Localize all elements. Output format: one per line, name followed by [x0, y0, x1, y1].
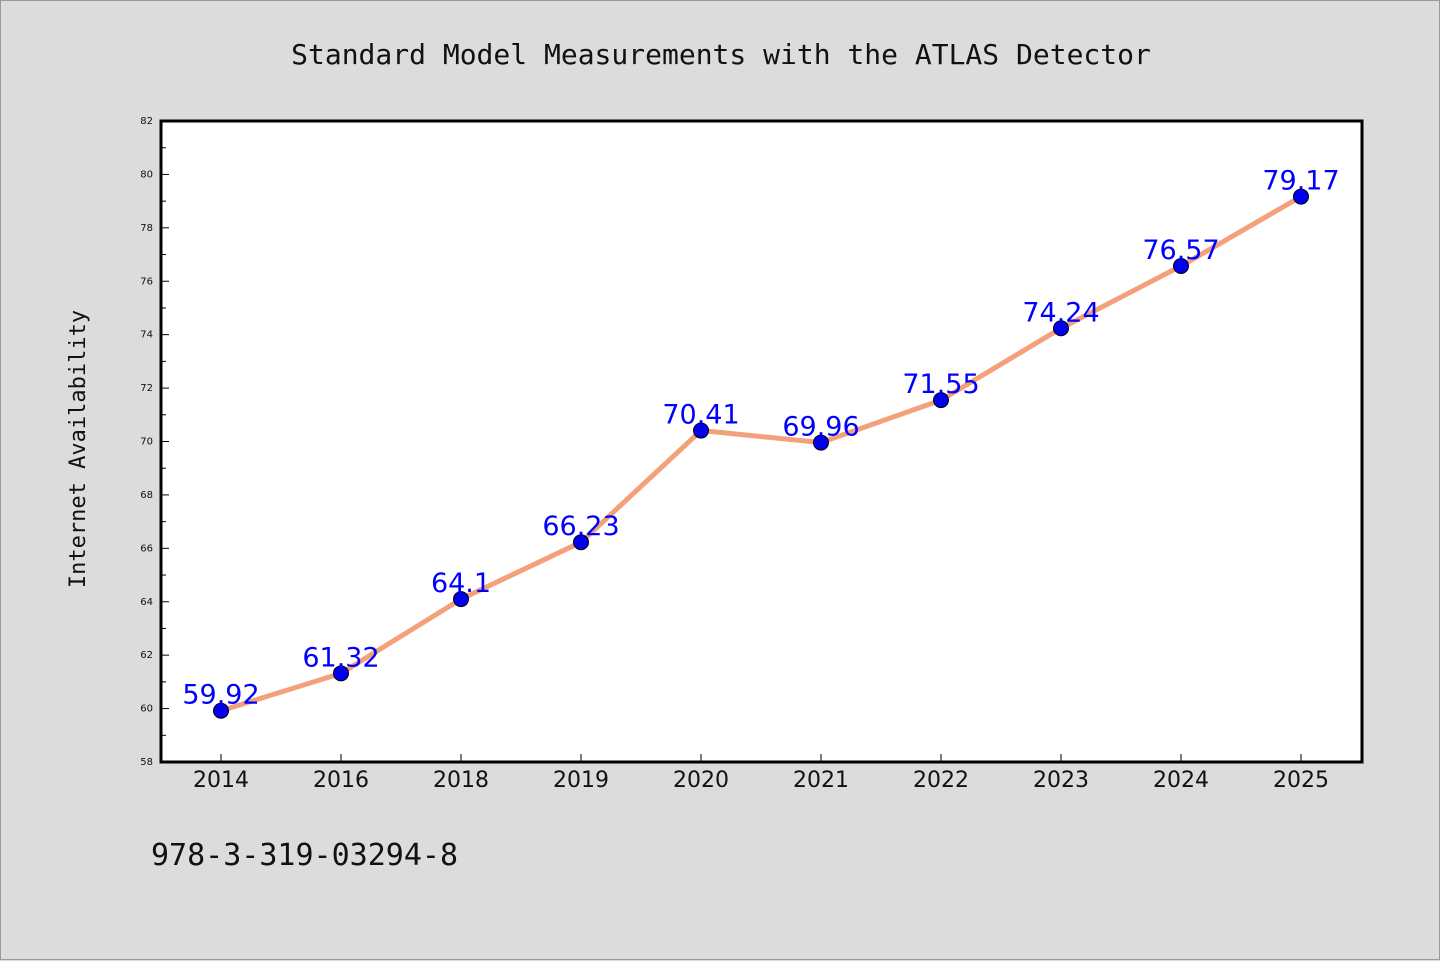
y-tick-label: 62 [140, 650, 153, 661]
y-tick-label: 64 [140, 597, 153, 608]
x-tick-label: 2018 [433, 768, 489, 793]
x-tick-label: 2024 [1153, 768, 1209, 793]
y-tick-label: 74 [140, 330, 153, 341]
series-layer: 59.92 61.32 64.1 66.23 70.41 69.96 71.55 74.24 7… [182, 166, 1340, 719]
x-tick-label: 2014 [193, 768, 249, 793]
x-tick-label: 2021 [793, 768, 849, 793]
data-label: 71.55 [902, 369, 979, 400]
x-tick-label: 2023 [1033, 768, 1089, 793]
isbn-text: 978-3-319-03294-8 [151, 838, 458, 873]
data-point [453, 591, 469, 608]
data-label: 74.24 [1022, 297, 1099, 328]
y-tick-label: 76 [140, 276, 153, 287]
data-point [1293, 188, 1309, 205]
y-tick-label: 82 [140, 116, 153, 127]
chart-title: Standard Model Measurements with the ATL… [291, 38, 1151, 71]
y-tick-label: 70 [140, 437, 153, 448]
data-point [693, 422, 709, 439]
data-label: 66.23 [542, 511, 619, 542]
data-label: 70.41 [662, 400, 739, 431]
data-label: 79.17 [1262, 166, 1339, 197]
y-tick-label: 60 [140, 704, 153, 715]
data-label: 69.96 [782, 412, 859, 443]
data-label: 59.92 [182, 680, 259, 711]
x-tick-label: 2019 [553, 768, 609, 793]
data-point [1053, 320, 1069, 337]
plot-border [159, 119, 1364, 764]
x-tick-label: 2022 [913, 768, 969, 793]
data-label: 64.1 [431, 568, 491, 599]
data-point [933, 392, 949, 409]
y-axis-label: Internet Availability [66, 310, 91, 588]
x-axis: 2014 2016 2018 2019 2020 2021 2022 2023 2024 2025 [193, 754, 1329, 793]
y-tick-label: 78 [140, 223, 153, 234]
plot-area [161, 121, 1362, 762]
y-tick-label: 66 [140, 543, 153, 554]
y-tick-label: 72 [140, 383, 153, 394]
y-tick-label: 68 [140, 490, 153, 501]
x-tick-label: 2025 [1273, 768, 1329, 793]
data-label: 76.57 [1142, 235, 1219, 266]
data-point [573, 534, 589, 551]
x-tick-label: 2020 [673, 768, 729, 793]
y-tick-label: 80 [140, 169, 153, 180]
data-point [1173, 258, 1189, 275]
x-tick-label: 2016 [313, 768, 369, 793]
data-label: 61.32 [302, 642, 379, 673]
data-point [813, 434, 829, 451]
data-point [333, 665, 349, 682]
data-point [213, 702, 229, 719]
series-line [218, 194, 1304, 714]
y-tick-label: 58 [140, 757, 153, 768]
